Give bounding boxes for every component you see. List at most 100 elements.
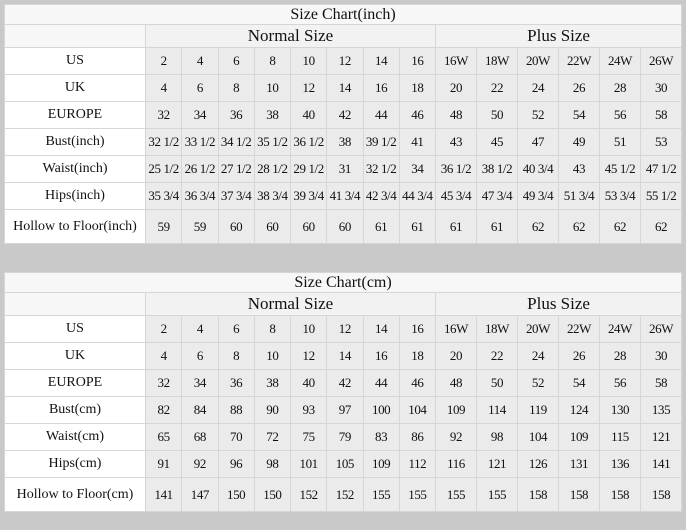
table-cell: 16 [362, 342, 400, 370]
row-label: UK [4, 74, 146, 102]
table-row: Bust(inch) 32 1/2 33 1/2 34 1/2 35 1/2 36 1/2… [4, 128, 683, 156]
table-cell: 46 [398, 369, 437, 397]
table-cell: 12 [289, 342, 328, 370]
table-cell: 141 [639, 450, 683, 478]
row-label: Hollow to Floor(inch) [4, 209, 146, 244]
table-row: EUROPE 32 34 36 38 40 42 44 46 48 50 52 54 56 58 [4, 369, 683, 397]
table-cell: 58 [639, 369, 683, 397]
table-cell: 35 1/2 [253, 128, 292, 156]
table-cell: 70 [217, 423, 255, 451]
table-cell: 28 [599, 342, 641, 370]
table-cell: 72 [253, 423, 292, 451]
table-cell: 54 [558, 101, 600, 129]
table-title: Size Chart(inch) [3, 4, 683, 25]
table-cell: 8 [253, 47, 292, 75]
table-cell: 24W [599, 315, 641, 343]
table-cell: 158 [599, 477, 641, 512]
table-row: EUROPE 32 34 36 38 40 42 44 46 48 50 52 54 56 58 [4, 101, 683, 129]
table-cell: 16W [435, 315, 477, 343]
table-cell: 44 3/4 [398, 182, 437, 210]
row-label: Hollow to Floor(cm) [4, 477, 146, 512]
row-label: Waist(cm) [4, 423, 146, 451]
table-cell: 101 [289, 450, 328, 478]
table-cell: 141 [144, 477, 183, 512]
table-cell: 22W [558, 47, 600, 75]
table-cell: 16W [435, 47, 477, 75]
table-cell: 18W [476, 47, 518, 75]
table-cell: 53 [639, 128, 683, 156]
table-cell: 135 [639, 396, 683, 424]
table-cell: 42 3/4 [362, 182, 400, 210]
table-cell: 104 [517, 423, 559, 451]
table-row: US 2 4 6 8 10 12 14 16 16W 18W 20W 22W 24W 26W [4, 315, 683, 343]
table-cell: 109 [558, 423, 600, 451]
table-cell: 34 [181, 101, 219, 129]
table-cell: 6 [181, 74, 219, 102]
table-cell: 22W [558, 315, 600, 343]
table-cell: 8 [217, 342, 255, 370]
table-row: UK 4 6 8 10 12 14 16 18 20 22 24 26 28 30 [4, 74, 683, 102]
table-cell: 150 [253, 477, 292, 512]
table-cell: 155 [362, 477, 400, 512]
group-header-plus-size: Plus Size [434, 24, 683, 48]
table-cell: 49 3/4 [517, 182, 559, 210]
table-cell: 54 [558, 369, 600, 397]
table-cell: 10 [289, 315, 328, 343]
table-cell: 62 [558, 209, 600, 244]
table-cell: 90 [253, 396, 292, 424]
table-cell: 104 [398, 396, 437, 424]
size-table: Size Chart(cm) Normal Size Plus Size US 2 4 6 8… [3, 272, 683, 512]
table-cell: 88 [217, 396, 255, 424]
table-cell: 18 [398, 342, 437, 370]
table-cell: 16 [398, 315, 437, 343]
table-cell: 48 [435, 369, 477, 397]
table-cell: 36 1/2 [435, 155, 477, 183]
table-cell: 6 [217, 47, 255, 75]
table-cell: 116 [435, 450, 477, 478]
table-row: Bust(cm) 82 84 88 90 93 97 100 104 109 114 119 124 13… [4, 396, 683, 424]
table-cell: 58 [639, 101, 683, 129]
table-cell: 10 [289, 47, 328, 75]
table-cell: 119 [517, 396, 559, 424]
table-cell: 92 [181, 450, 219, 478]
row-label: Bust(inch) [4, 128, 146, 156]
table-cell: 59 [181, 209, 219, 244]
table-cell: 26 1/2 [181, 155, 219, 183]
table-cell: 12 [326, 47, 364, 75]
table-cell: 28 [599, 74, 641, 102]
table-cell: 33 1/2 [181, 128, 219, 156]
table-cell: 20 [435, 74, 477, 102]
group-header-plus-size: Plus Size [434, 292, 683, 316]
row-label: Hips(cm) [4, 450, 146, 478]
table-cell: 42 [326, 101, 364, 129]
table-cell: 55 1/2 [639, 182, 683, 210]
table-cell: 82 [144, 396, 183, 424]
table-cell: 38 1/2 [476, 155, 518, 183]
table-cell: 56 [599, 101, 641, 129]
table-row: Hollow to Floor(inch) 59 59 60 60 60 60 61 61 61 6… [4, 209, 683, 244]
size-table: Size Chart(inch) Normal Size Plus Size US 2 4… [3, 4, 683, 244]
table-cell: 62 [599, 209, 641, 244]
table-cell: 61 [362, 209, 400, 244]
table-cell: 20W [517, 315, 559, 343]
table-cell: 79 [326, 423, 364, 451]
table-row: Hollow to Floor(cm) 141 147 150 150 152 152 155… [4, 477, 683, 512]
table-row: Waist(inch) 25 1/2 26 1/2 27 1/2 28 1/2 29 1/… [4, 155, 683, 183]
table-cell: 60 [217, 209, 255, 244]
table-title: Size Chart(cm) [3, 272, 683, 293]
table-cell: 22 [476, 74, 518, 102]
table-cell: 12 [326, 315, 364, 343]
table-cell: 20W [517, 47, 559, 75]
table-cell: 44 [362, 101, 400, 129]
table-cell: 36 3/4 [181, 182, 219, 210]
table-cell: 30 [639, 74, 683, 102]
table-cell: 40 [289, 101, 328, 129]
table-cell: 155 [476, 477, 518, 512]
table-cell: 98 [253, 450, 292, 478]
header-blank-cell [4, 24, 146, 48]
table-cell: 38 3/4 [253, 182, 292, 210]
table-cell: 130 [599, 396, 641, 424]
table-cell: 109 [435, 396, 477, 424]
table-cell: 24 [517, 342, 559, 370]
table-cell: 114 [476, 396, 518, 424]
